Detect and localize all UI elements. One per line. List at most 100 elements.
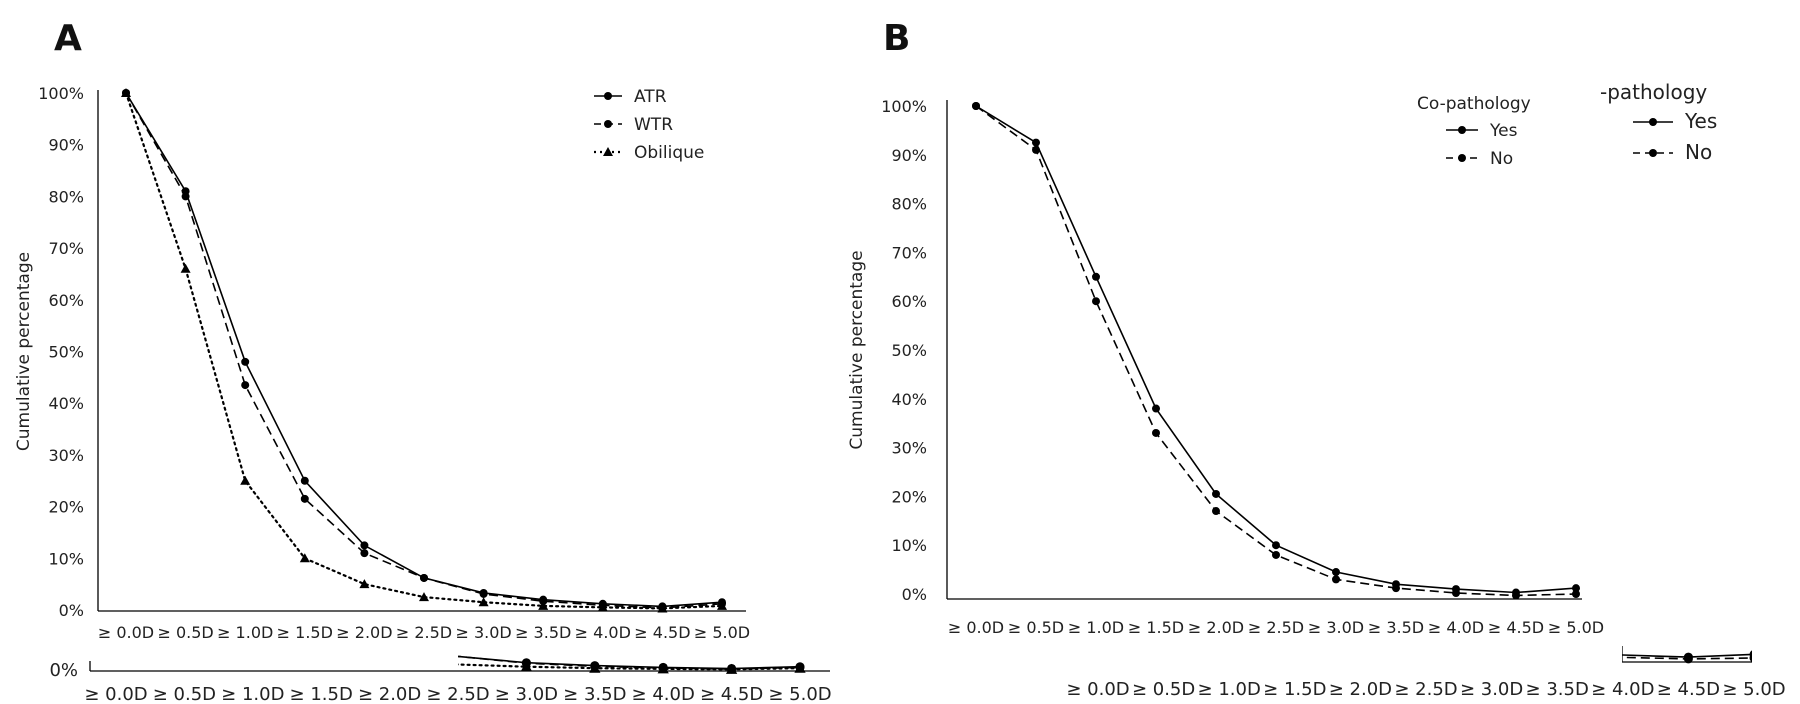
y-axis-title-a: Cumulative percentage (14, 252, 34, 451)
x-tick-label-b-0: ≥ 0.0D (948, 618, 1004, 637)
y-tick-label-a-8: 80% (48, 187, 84, 206)
b-point-no-9 (1512, 591, 1520, 600)
y-axis-title-b: Cumulative percentage (847, 250, 867, 449)
inset-x-tick-label-a-7: ≥ 3.5D (563, 684, 626, 704)
inset-x-tick-label-a-10: ≥ 5.0D (768, 684, 831, 704)
legend-a-wtr-label: WTR (634, 115, 673, 135)
inset-x-tick-label-a-0: ≥ 0.0D (84, 684, 147, 704)
y-tick-label-b-0: 0% (902, 585, 927, 604)
b-point-no-1 (1032, 145, 1040, 154)
b-point-no-2 (1092, 297, 1100, 306)
a-point-obilique-7 (538, 600, 549, 610)
b-point-no-4 (1212, 507, 1220, 516)
x-tick-label-b-6: ≥ 3.0D (1308, 618, 1364, 637)
a-point-obilique-9 (657, 603, 668, 613)
legend-b-yes-marker (1458, 126, 1466, 134)
legend-b-yes-label: Yes (1489, 121, 1518, 141)
y-tick-label-b-1: 10% (891, 536, 927, 555)
inset-x-tick-label-b-8: ≥ 4.0D (1591, 679, 1654, 700)
x-tick-label-a-8: ≥ 4.0D (575, 623, 631, 642)
legend-a-atr-label: ATR (634, 87, 667, 107)
a-point-atr-3 (300, 476, 309, 485)
a-point-obilique-6 (478, 597, 489, 607)
y-tick-label-a-7: 70% (48, 239, 84, 258)
y-tick-label-a-4: 40% (48, 394, 84, 413)
inset-a-point-obilique-6 (520, 661, 533, 672)
x-tick-label-b-7: ≥ 3.5D (1368, 618, 1424, 637)
b-point-no-7 (1392, 584, 1400, 593)
inset-a-point-obilique-7 (589, 662, 601, 673)
panel-label-a: A (54, 18, 82, 59)
y-tick-label-b-2: 20% (891, 487, 927, 506)
inset-x-tick-label-b-6: ≥ 3.0D (1460, 679, 1523, 700)
b-point-yes-6 (1332, 568, 1340, 577)
inset-lines-a (458, 655, 806, 674)
inset-a-series-line-obilique (458, 663, 802, 671)
a-point-obilique-2 (240, 475, 251, 485)
inset-x-tick-label-b-0: ≥ 0.0D (1066, 679, 1129, 700)
inset-x-tick-label-b-10: ≥ 5.0D (1722, 679, 1785, 700)
inset-x-tick-label-a-9: ≥ 4.5D (700, 684, 763, 704)
x-tick-label-a-1: ≥ 0.5D (157, 623, 213, 642)
inset-b: ≥ 0.0D ≥ 0.5D ≥ 1.0D ≥ 1.5D ≥ 2.0D ≥ 2.5D ≥ 3.… (1066, 646, 1786, 700)
legend-b-no-label: No (1490, 149, 1513, 169)
inset-x-tick-label-b-7: ≥ 3.5D (1526, 679, 1589, 700)
inset-x-tick-label-a-6: ≥ 3.0D (495, 684, 558, 704)
legend-a-atr-marker (604, 92, 612, 100)
inset-a-point-obilique-10 (794, 662, 806, 673)
x-tick-label-a-4: ≥ 2.0D (336, 623, 392, 642)
legend-b-fragment-no-label: No (1685, 140, 1712, 164)
b-point-yes-4 (1212, 489, 1220, 498)
a-point-obilique-3 (299, 553, 310, 563)
inset-x-tick-label-b-1: ≥ 0.5D (1132, 679, 1195, 700)
b-point-no-3 (1152, 428, 1160, 437)
y-tick-label-a-1: 10% (48, 549, 84, 568)
y-tick-label-b-8: 80% (891, 195, 927, 214)
y-tick-label-a-3: 30% (48, 446, 84, 465)
x-tick-label-a-2: ≥ 1.0D (217, 623, 273, 642)
b-point-no-8 (1452, 589, 1460, 598)
a-point-atr-4 (360, 541, 369, 550)
x-tick-label-b-9: ≥ 4.5D (1488, 618, 1544, 637)
x-tick-label-b-5: ≥ 2.5D (1248, 618, 1304, 637)
a-point-atr-2 (241, 357, 250, 366)
y-tick-label-a-2: 20% (48, 498, 84, 517)
inset-lines-b (1622, 646, 1752, 664)
x-tick-label-a-5: ≥ 2.5D (396, 623, 452, 642)
legend-b-no-marker (1458, 154, 1466, 162)
inset-x-tick-label-a-5: ≥ 2.5D (426, 684, 489, 704)
inset-x-tick-label-b-4: ≥ 2.0D (1329, 679, 1392, 700)
a-point-wtr-4 (360, 549, 369, 558)
y-tick-label-b-3: 30% (891, 439, 927, 458)
a-point-obilique-10 (717, 600, 727, 610)
b-point-yes-3 (1152, 404, 1160, 413)
y-tick-label-b-7: 70% (891, 243, 927, 262)
b-point-no-6 (1332, 575, 1340, 584)
chart-panel-b: B 0% 10% 20% 30% 40% 50% 60% 70% 80% 90% 100% Cumula… (847, 18, 1786, 700)
a-series-line-obilique (124, 91, 724, 610)
x-tick-label-b-8: ≥ 4.0D (1428, 618, 1484, 637)
a-point-wtr-1 (181, 192, 190, 201)
b-point-no-5 (1272, 550, 1280, 559)
legend-a-obilique-marker (603, 147, 613, 156)
legend-b-title: Co-pathology (1417, 94, 1531, 114)
legend-a: ATR WTR Obilique (594, 87, 704, 163)
inset-x-tick-label-a-1: ≥ 0.5D (153, 684, 216, 704)
inset-y-tick-a: 0% (49, 660, 78, 681)
y-tick-label-b-4: 40% (891, 390, 927, 409)
inset-a: 0% ≥ 0.0D ≥ 0.5D ≥ 1.0D ≥ 1.5D ≥ 2.0D ≥ 2.5D ≥ … (49, 655, 832, 704)
a-point-wtr-6 (479, 589, 488, 598)
x-tick-label-b-4: ≥ 2.0D (1188, 618, 1244, 637)
a-point-obilique-0 (121, 88, 131, 97)
a-point-obilique-1 (180, 263, 191, 273)
a-point-obilique-8 (597, 602, 608, 612)
x-tick-label-b-10: ≥ 5.0D (1548, 618, 1604, 637)
inset-x-tick-label-a-4: ≥ 2.0D (358, 684, 421, 704)
inset-x-tick-label-b-9: ≥ 4.5D (1657, 679, 1720, 700)
panel-label-b: B (883, 18, 910, 59)
y-tick-label-b-5: 50% (891, 341, 927, 360)
x-tick-label-b-3: ≥ 1.5D (1128, 618, 1184, 637)
inset-b-series-line-no (1622, 656, 1752, 660)
inset-x-tick-label-a-2: ≥ 1.0D (221, 684, 284, 704)
